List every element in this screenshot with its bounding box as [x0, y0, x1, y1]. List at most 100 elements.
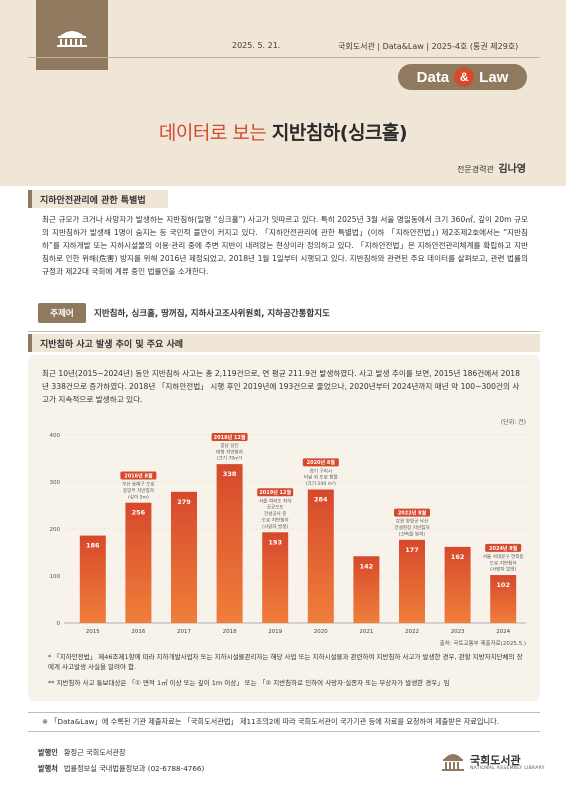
bar-2018: [216, 464, 243, 623]
x-tick-label-2016: 2016: [131, 629, 145, 635]
annotation-title-2019: 2019년 12월: [259, 489, 291, 496]
keywords-text: 지반침하, 싱크홀, 땅꺼짐, 지하사고조사위원회, 지하공간통합지도: [94, 309, 330, 319]
header-divider: [28, 57, 540, 58]
x-tick-label-2018: 2018: [223, 629, 237, 635]
bar-2016: [125, 502, 152, 623]
data-label-2023: 162: [451, 553, 465, 561]
x-tick-label-2017: 2017: [177, 629, 191, 635]
issue-meta: 국회도서관 | Data&Law | 2025-4호 (통권 제29호): [338, 42, 519, 51]
nal-logo-english: NATIONAL ASSEMBLY LIBRARY: [470, 766, 545, 771]
nal-logo-name: 국회도서관: [470, 754, 521, 767]
x-tick-label-2015: 2015: [86, 629, 100, 635]
annotation-line-2019-3: 도로 지반침하: [262, 516, 290, 523]
annotation-line-2022-0: 강원 양양군 낙산: [396, 518, 429, 525]
badge-data: Data: [416, 68, 450, 86]
data-label-2022: 177: [405, 546, 419, 554]
issuer-label: 발행처: [38, 764, 58, 773]
data-law-badge: Data & Law: [398, 64, 527, 90]
sinkhole-bar-chart: 0 100 200 300 400 186 2015 256 2016 279 2017 338 201…: [50, 432, 526, 635]
assembly-building-icon: [57, 31, 87, 47]
title-main: 지반침하(싱크홀): [271, 122, 408, 144]
data-label-2018: 338: [223, 470, 237, 478]
annotation-line-2019-4: (사망자 발생): [262, 523, 288, 530]
annotation-badge-2018: [211, 432, 248, 441]
issue-date: 2025. 5. 21.: [232, 41, 281, 50]
annotation-badge-2024: [485, 543, 522, 552]
annotation-line-2024-2: (사망자 발생): [490, 566, 516, 573]
annotation-line-2020-0: 경기 구리시: [310, 467, 333, 474]
annotation-line-2019-0: 서울 여의도 지하: [259, 497, 292, 504]
bar-2021: [353, 556, 380, 623]
annotation-line-2018-0: 충남 당진: [220, 442, 238, 449]
issue-number: 2025-4호 (통권 제29호): [431, 42, 519, 51]
data-label-2019: 193: [268, 538, 282, 546]
annotation-title-2024: 2024년 8월: [489, 545, 518, 552]
publisher-value: 황정근 국회도서관장: [63, 748, 126, 757]
y-tick-label-200: 200: [50, 527, 61, 533]
bar-2019: [262, 532, 289, 623]
section-heading-law: 지하안전관리에 관한 특별법: [28, 190, 168, 208]
author: 전문경력관 김나영: [457, 160, 526, 175]
annotation-line-2016-1: 중앙부 지반침하: [123, 487, 155, 494]
publisher-name: 국회도서관: [338, 42, 375, 51]
annotation-line-2018-2: (크기 70m³): [217, 455, 243, 462]
series-name: Data&Law: [382, 42, 424, 51]
section-heading-trend-text: 지반침하 사고 발생 추이 및 주요 사례: [40, 340, 184, 350]
annotation-line-2016-0: 부산 동래구 도로: [122, 480, 155, 487]
annotation-line-2020-2: (크기 240 m³): [306, 480, 336, 487]
x-tick-label-2022: 2022: [405, 629, 419, 635]
x-tick-label-2024: 2024: [496, 629, 510, 635]
issuer-line: 발행처 법률정보실 국내법률정보과 (02-6788-4766): [38, 764, 204, 774]
author-role: 전문경력관: [457, 165, 494, 174]
bar-2020: [307, 489, 334, 623]
footer-note: ※ 「Data&Law」에 수록된 기관 제출자료는 「국회도서관법」 제11조…: [28, 712, 540, 732]
section-heading-trend: 지반침하 사고 발생 추이 및 주요 사례: [28, 334, 540, 352]
y-tick-label-400: 400: [50, 433, 61, 439]
bar-2023: [444, 546, 471, 623]
annotation-line-2024-1: 도로 지반침하: [490, 559, 518, 566]
annotation-line-2019-1: 공공보도: [267, 505, 284, 511]
annotation-badge-2016: [120, 471, 157, 480]
library-logo-tab: [36, 0, 108, 70]
annotation-line-2022-2: (건축물 붕괴): [399, 530, 425, 537]
bar-2017: [171, 491, 197, 623]
intro-paragraph: 최근 규모가 크거나 사망자가 발생하는 지반침하(일명 “싱크홀”) 사고가 …: [42, 215, 528, 276]
x-tick-label-2019: 2019: [268, 629, 282, 635]
annotation-title-2018: 2018년 12월: [214, 434, 246, 441]
y-tick-label-100: 100: [50, 574, 61, 580]
annotation-line-2022-1: 건설현장 지반침하: [394, 524, 430, 531]
y-tick-label-300: 300: [50, 480, 61, 486]
badge-ampersand: &: [454, 67, 475, 87]
chart-note-1: * 「지하안전법」 제46조제1항에 따라 지하개발사업자 또는 지하시설물관리…: [48, 653, 523, 671]
annotation-title-2016: 2016년 8월: [124, 472, 153, 479]
issuer-value: 법률정보실 국내법률정보과 (02-6788-4766): [63, 764, 205, 773]
bar-2015: [79, 535, 106, 623]
data-label-2016: 256: [132, 509, 146, 517]
annotation-line-2016-2: (깊이 5m): [128, 493, 149, 500]
annotation-title-2022: 2022년 8월: [398, 510, 427, 517]
section-heading-law-text: 지하안전관리에 관한 특별법: [40, 196, 146, 206]
title-prefix: 데이터로 보는: [158, 122, 267, 144]
chart-note-2: ** 지반침하 사고 통보대상은 「① 면적 1㎡ 이상 또는 깊이 1m 이상…: [48, 679, 450, 687]
data-label-2020: 284: [314, 496, 328, 504]
keywords-divider: [28, 331, 540, 332]
badge-law: Law: [479, 68, 509, 86]
annotation-badge-2022: [394, 508, 430, 517]
bar-2022: [399, 539, 425, 623]
chart-source: 출처: 국토교통부 제출자료(2025.5.): [439, 641, 526, 647]
annotation-line-2020-1: 터널 위 도로 함몰: [304, 474, 338, 481]
annotation-badge-2019: [257, 488, 294, 497]
annotation-line-2024-0: 서울 서대문구 연희동: [483, 553, 524, 560]
data-label-2024: 102: [496, 581, 510, 589]
data-label-2017: 279: [177, 498, 191, 506]
annotation-title-2020: 2020년 8월: [307, 459, 336, 466]
annotation-line-2019-2: 건설공사 중: [264, 510, 287, 517]
x-tick-label-2023: 2023: [451, 629, 465, 635]
bar-2024: [490, 575, 517, 623]
data-label-2015: 186: [86, 542, 100, 550]
data-label-2021: 142: [360, 562, 374, 570]
x-tick-label-2020: 2020: [314, 629, 328, 635]
page-title: 데이터로 보는 지반침하(싱크홀): [0, 118, 566, 145]
annotation-badge-2020: [302, 458, 339, 467]
x-tick-label-2021: 2021: [359, 629, 373, 635]
